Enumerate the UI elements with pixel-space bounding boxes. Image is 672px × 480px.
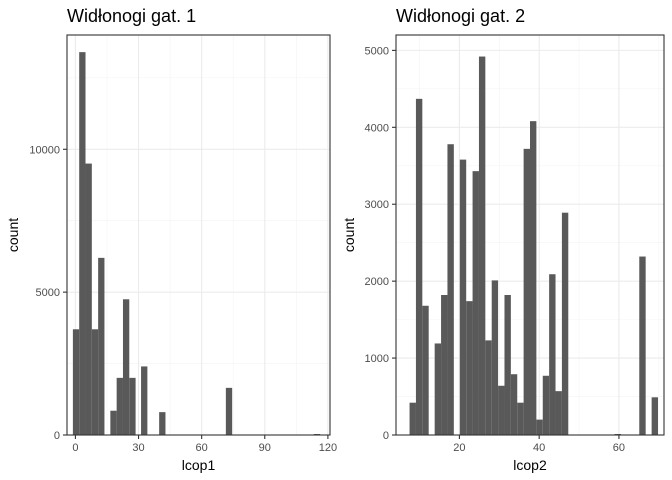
histogram-bar xyxy=(478,56,486,436)
histogram-bar xyxy=(122,299,130,435)
panel-1-x-ticks: 0 30 60 90 120 xyxy=(72,435,337,454)
histogram-bar xyxy=(517,402,524,435)
histogram-bar xyxy=(225,387,233,435)
histogram-panel-2: Widłonogi gat. 2 20 40 60 0 1000 2000 3000 400… xyxy=(341,6,665,473)
y-tick-label: 5000 xyxy=(36,287,60,299)
histogram-bar xyxy=(651,397,659,435)
y-tick-label: 5000 xyxy=(365,45,389,57)
panel-2-x-axis-title: lcop2 xyxy=(513,457,547,473)
x-tick-label: 60 xyxy=(196,442,208,454)
y-tick-label: 3000 xyxy=(365,199,389,211)
histogram-bar xyxy=(555,391,562,435)
histogram-bar xyxy=(530,121,537,436)
histogram-bar xyxy=(116,377,123,435)
y-tick-label: 0 xyxy=(54,430,60,442)
histogram-bar xyxy=(441,295,448,435)
panel-2-y-axis-title: count xyxy=(341,218,357,252)
panel-1-gridlines xyxy=(67,35,330,436)
histogram-bar xyxy=(98,257,105,435)
histogram-bar xyxy=(422,305,429,435)
histogram-bar xyxy=(129,377,136,435)
histogram-bar xyxy=(639,256,646,435)
x-tick-label: 90 xyxy=(259,442,271,454)
panel-1-bars xyxy=(72,52,321,436)
histogram-bar xyxy=(434,343,442,435)
panel-2-border xyxy=(395,34,665,436)
panel-1-title: Widłonogi gat. 1 xyxy=(67,6,196,26)
y-tick-label: 2000 xyxy=(365,276,389,288)
panel-1-x-axis-title: lcop1 xyxy=(182,457,216,473)
histogram-bar xyxy=(72,329,80,435)
panel-1-y-ticks: 0 5000 10000 xyxy=(29,144,67,442)
panel-2-title: Widłonogi gat. 2 xyxy=(396,6,525,26)
y-tick-label: 0 xyxy=(383,430,389,442)
panel-2-x-ticks: 20 40 60 xyxy=(453,435,625,454)
x-tick-label: 30 xyxy=(132,442,144,454)
histogram-bar xyxy=(491,280,499,435)
x-tick-label: 120 xyxy=(319,442,337,454)
histogram-bar xyxy=(542,375,550,435)
histogram-bar xyxy=(79,52,86,436)
histogram-bar xyxy=(409,402,416,435)
histogram-bar xyxy=(523,148,530,435)
histogram-bar xyxy=(485,340,492,435)
histogram-bar xyxy=(415,98,423,435)
y-tick-label: 1000 xyxy=(365,353,389,365)
histogram-bar xyxy=(472,171,479,435)
y-tick-label: 10000 xyxy=(29,144,60,156)
histogram-bar xyxy=(466,301,473,435)
panel-1-y-axis-title: count xyxy=(5,218,21,252)
histogram-panel-1: Widłonogi gat. 1 0 30 60 90 120 0 5000 10000 l… xyxy=(5,6,337,473)
histogram-bar xyxy=(110,410,117,435)
panel-2-y-ticks: 0 1000 2000 3000 4000 5000 xyxy=(365,45,396,442)
x-tick-label: 0 xyxy=(72,442,78,454)
histogram-bar xyxy=(91,329,99,435)
histogram-bar xyxy=(561,212,569,435)
histogram-bar xyxy=(85,163,92,436)
histogram-bar xyxy=(536,419,543,435)
histogram-bar xyxy=(498,385,505,435)
histogram-bar xyxy=(141,366,148,435)
histogram-bar xyxy=(504,295,511,435)
panel-1-border xyxy=(66,34,331,436)
x-tick-label: 20 xyxy=(453,442,465,454)
histogram-bar xyxy=(510,374,518,435)
panel-1-plot-area xyxy=(67,35,330,435)
histogram-bar xyxy=(459,159,467,435)
x-tick-label: 60 xyxy=(613,442,625,454)
histogram-bar xyxy=(159,412,166,435)
x-tick-label: 40 xyxy=(533,442,545,454)
y-tick-label: 4000 xyxy=(365,122,389,134)
histogram-bar xyxy=(549,274,556,435)
panel-2-bars xyxy=(409,56,659,436)
histogram-bar xyxy=(447,144,454,435)
